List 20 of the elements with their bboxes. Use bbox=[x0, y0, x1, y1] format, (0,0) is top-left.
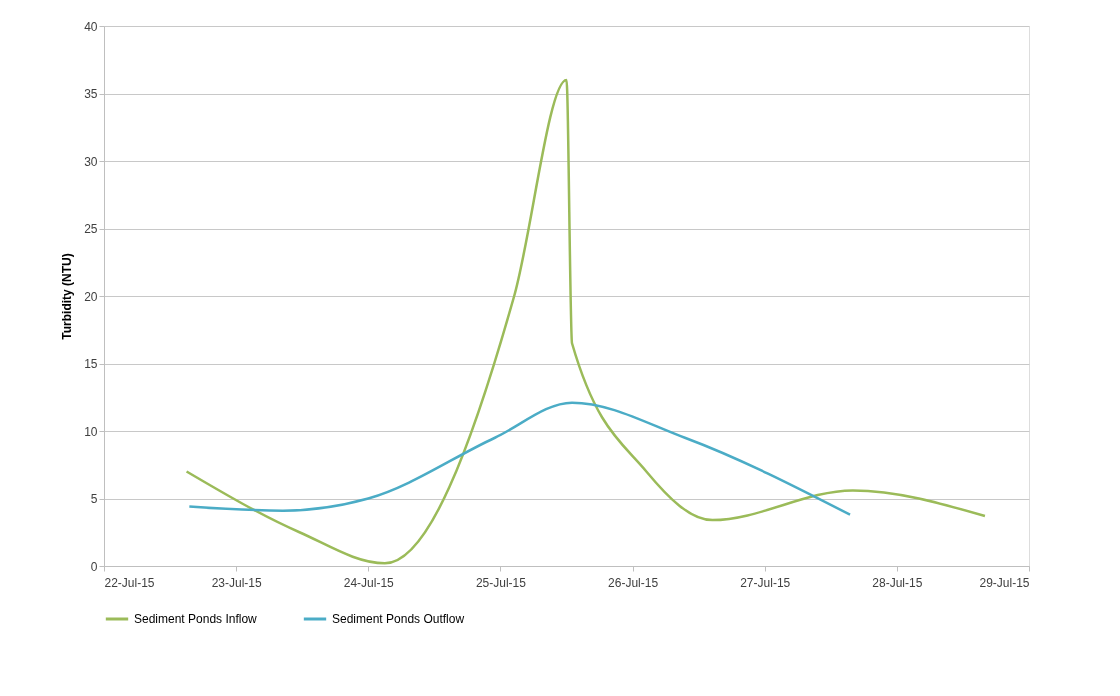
x-tick-label: 25-Jul-15 bbox=[475, 575, 527, 590]
y-tick-label: 30 bbox=[84, 154, 98, 169]
y-tick-label: 25 bbox=[84, 222, 98, 236]
y-axis-title: Turbidity (NTU) bbox=[60, 253, 75, 340]
x-tick-label: 23-Jul-15 bbox=[211, 575, 262, 590]
legend-label: Sediment Ponds Inflow bbox=[134, 612, 258, 626]
y-tick-label: 15 bbox=[84, 357, 98, 371]
x-tick-label: 29-Jul-15 bbox=[979, 575, 1030, 590]
x-tick-label: 24-Jul-15 bbox=[343, 575, 395, 590]
x-tick-label: 22-Jul-15 bbox=[104, 575, 155, 590]
x-tick-label: 28-Jul-15 bbox=[872, 575, 923, 590]
legend-label: Sediment Ponds Outflow bbox=[332, 612, 465, 626]
y-tick-label: 20 bbox=[84, 289, 98, 304]
y-tick-label: 40 bbox=[84, 19, 98, 34]
x-tick-label: 27-Jul-15 bbox=[740, 575, 791, 590]
y-tick-label: 35 bbox=[84, 87, 98, 101]
y-tick-label: 0 bbox=[90, 559, 98, 574]
x-tick-label: 26-Jul-15 bbox=[608, 575, 659, 590]
y-tick-label: 10 bbox=[84, 424, 98, 439]
y-tick-label: 5 bbox=[90, 492, 98, 506]
